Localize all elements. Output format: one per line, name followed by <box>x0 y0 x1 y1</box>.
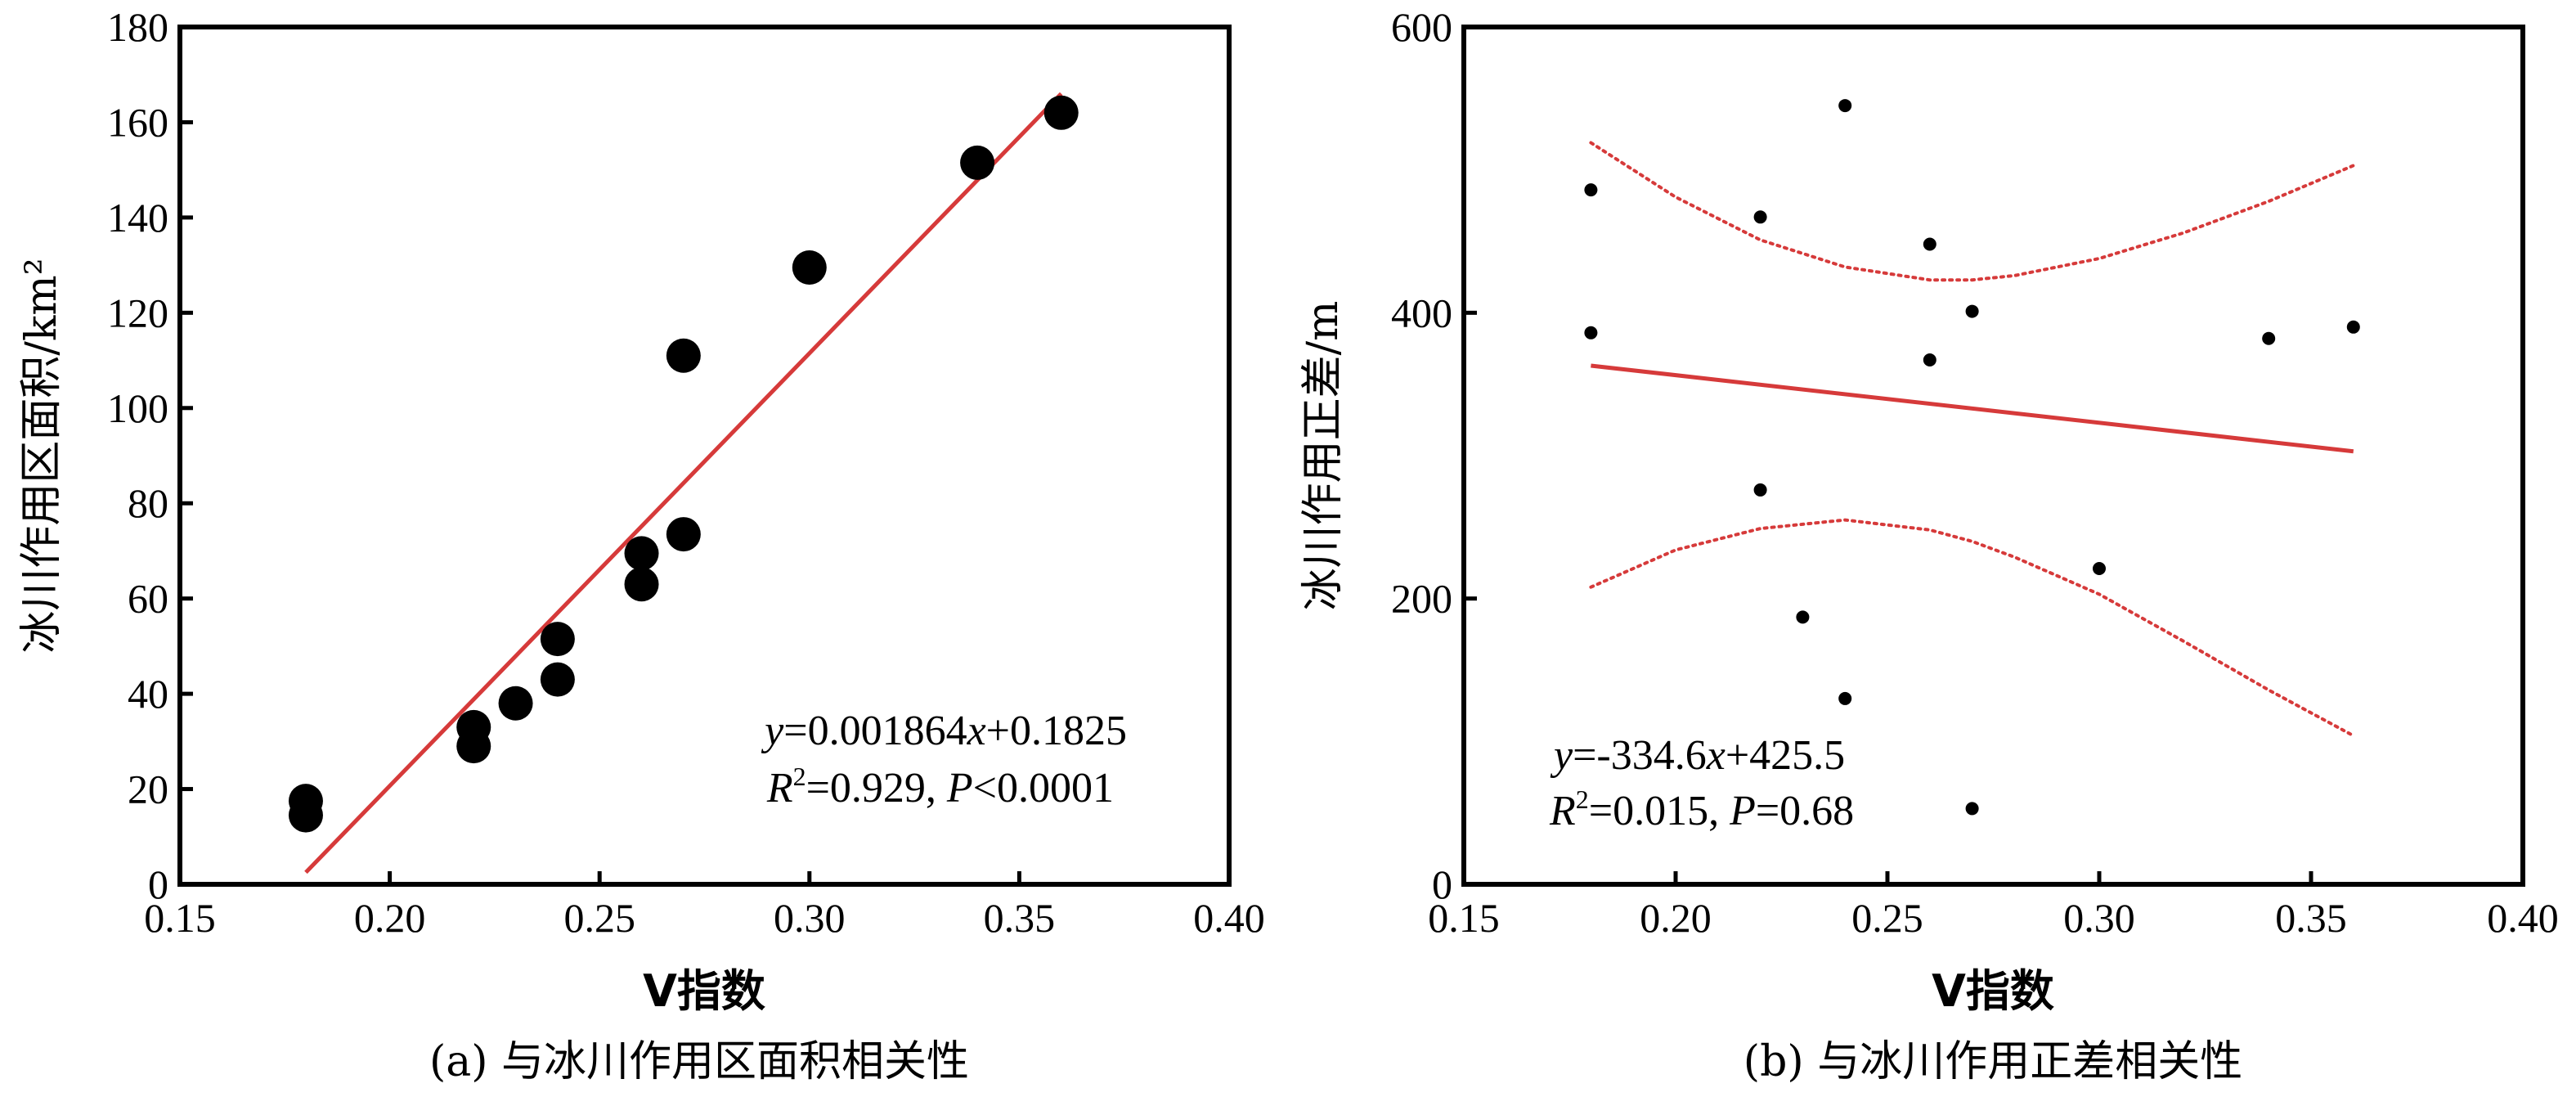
fit-line-b <box>1591 363 2354 454</box>
data-point <box>540 662 575 697</box>
data-point <box>666 338 701 373</box>
data-point <box>2093 561 2106 575</box>
data-point <box>624 536 659 571</box>
data-point <box>1043 95 1079 130</box>
points-group-b <box>1584 99 2360 816</box>
y-tick-label-a: 100 <box>107 385 168 431</box>
plot-frame-a <box>177 25 1232 887</box>
chart-panel-b: 0.15 0.20 0.25 0.30 0.35 0.40 0 200 400 600 冰川作用正… <box>1299 4 2559 1086</box>
confidence-band-b <box>1589 141 2355 738</box>
data-point <box>792 250 827 285</box>
y-tick-label-a: 180 <box>107 4 168 50</box>
y-axis-label-a: 冰川作用区面积/km² <box>17 258 66 653</box>
x-tick-label-a: 0.20 <box>354 895 426 941</box>
x-tick-label-b: 0.35 <box>2275 895 2347 941</box>
data-point <box>1923 353 1936 366</box>
x-tick-label-a: 0.40 <box>1193 895 1265 941</box>
data-point <box>288 798 323 833</box>
plot-frame-b <box>1461 25 2525 887</box>
y-tick-label-a: 0 <box>148 861 168 907</box>
y-tick-label-a: 60 <box>128 576 168 622</box>
x-tick-label-b: 0.30 <box>2063 895 2135 941</box>
x-tick-label-b: 0.25 <box>1851 895 1923 941</box>
y-tick-label-b: 400 <box>1391 290 1452 335</box>
y-tick-label-a: 40 <box>128 671 168 717</box>
data-point <box>1753 210 1767 224</box>
data-point <box>2262 331 2276 345</box>
data-point <box>1584 326 1598 339</box>
y-tick-label-a: 140 <box>107 195 168 241</box>
data-point <box>1753 483 1767 497</box>
data-point <box>2346 320 2360 334</box>
data-point <box>1923 237 1936 251</box>
caption-b: (b) 与冰川作用正差相关性 <box>1744 1037 2242 1086</box>
x-tick-label-a: 0.35 <box>984 895 1056 941</box>
caption-a: (a) 与冰川作用区面积相关性 <box>429 1037 969 1086</box>
data-point <box>1838 99 1852 113</box>
data-point <box>456 729 491 764</box>
y-axis-label-b: 冰川作用正差/m <box>1299 301 1348 611</box>
x-tick-label-a: 0.25 <box>563 895 635 941</box>
chart-panel-a: 0.15 0.20 0.25 0.30 0.35 0.40 0 20 40 60 80 100 120 1… <box>17 4 1265 1086</box>
r2-p-a: R2=0.929, P<0.0001 <box>766 762 1114 812</box>
data-point <box>1965 802 1979 816</box>
ci-upper-curve <box>1589 141 2355 282</box>
data-point <box>1838 691 1852 705</box>
equation-a: y=0.001864x+0.1825 <box>761 708 1127 754</box>
x-axis-label-a: V指数 <box>643 965 765 1017</box>
x-tick-label-a: 0.15 <box>144 895 216 941</box>
y-tick-label-a: 160 <box>107 99 168 145</box>
equation-b: y=-334.6x+425.5 <box>1550 732 1845 779</box>
x-tick-label-a: 0.30 <box>774 895 846 941</box>
r2-p-b: R2=0.015, P=0.68 <box>1549 785 1854 834</box>
y-tick-label-a: 120 <box>107 290 168 335</box>
ci-lower-curve <box>1589 518 2355 738</box>
y-tick-label-b: 0 <box>1432 861 1452 907</box>
data-point <box>624 567 659 602</box>
fit-line-a <box>304 92 1063 874</box>
x-tick-label-b: 0.20 <box>1640 895 1712 941</box>
data-point <box>1796 610 1810 624</box>
fit-line-group-b <box>1591 363 2354 454</box>
data-point <box>960 145 995 180</box>
data-point <box>498 686 533 721</box>
x-tick-label-b: 0.15 <box>1428 895 1500 941</box>
axis-ticks-a: 0.15 0.20 0.25 0.30 0.35 0.40 0 20 40 60 80 100 120 1… <box>107 4 1265 941</box>
y-tick-label-a: 80 <box>128 480 168 526</box>
fit-line-group-a <box>304 92 1063 874</box>
x-tick-label-b: 0.40 <box>2487 895 2559 941</box>
data-point <box>540 622 575 657</box>
data-point <box>666 517 701 552</box>
y-tick-label-b: 200 <box>1391 576 1452 622</box>
points-group-a <box>288 95 1079 833</box>
axis-ticks-b: 0.15 0.20 0.25 0.30 0.35 0.40 0 200 400 600 <box>1391 4 2559 941</box>
y-tick-label-a: 20 <box>128 767 168 812</box>
y-tick-label-b: 600 <box>1391 4 1452 50</box>
data-point <box>1965 304 1979 318</box>
x-axis-label-b: V指数 <box>1932 965 2054 1017</box>
data-point <box>1584 183 1598 197</box>
